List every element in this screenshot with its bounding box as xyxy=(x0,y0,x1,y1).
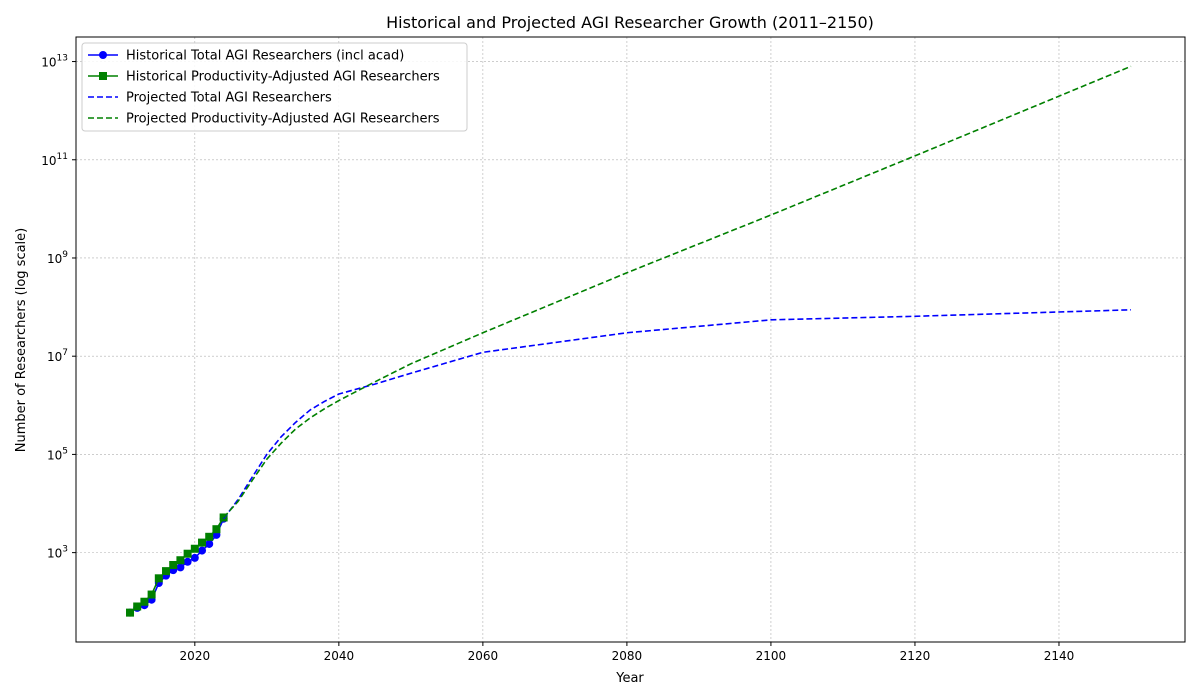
legend-box xyxy=(81,42,468,132)
y-tick-label: 1011 xyxy=(41,152,68,168)
data-point-circle xyxy=(205,539,214,548)
x-tick-label: 2020 xyxy=(180,649,211,663)
chart-title: Historical and Projected AGI Researcher … xyxy=(386,13,874,32)
x-tick-label: 2100 xyxy=(756,649,787,663)
data-point-square xyxy=(169,560,178,569)
x-tick-label: 2140 xyxy=(1044,649,1075,663)
data-point-circle xyxy=(183,557,192,566)
x-tick-label: 2120 xyxy=(900,649,931,663)
x-axis: 2020 2040 2060 2080 2100 2120 2140 xyxy=(180,642,1075,663)
legend-marker-square xyxy=(99,72,107,80)
data-point-square xyxy=(212,525,221,534)
plot-frame xyxy=(75,36,1186,643)
legend-label: Historical Total AGI Researchers (incl a… xyxy=(126,49,404,64)
y-tick-label: 109 xyxy=(47,250,68,266)
data-point-square xyxy=(133,602,142,611)
legend-marker-circle xyxy=(99,51,107,59)
series-line-3 xyxy=(223,65,1132,518)
data-point-square xyxy=(126,608,135,617)
legend: Historical Total AGI Researchers (incl a… xyxy=(81,42,468,132)
x-tick-label: 2060 xyxy=(468,649,499,663)
x-axis-title: Year xyxy=(615,671,644,686)
series-layer xyxy=(126,65,1132,617)
series-line-2 xyxy=(222,309,1132,520)
data-point-circle xyxy=(198,546,207,555)
data-point-square xyxy=(154,574,163,583)
data-point-square xyxy=(190,544,199,553)
y-axis-title: Number of Researchers (log scale) xyxy=(14,228,29,453)
data-point-circle xyxy=(190,553,199,562)
y-axis: 103 105 107 109 1011 1013 xyxy=(41,54,76,561)
data-point-square xyxy=(140,597,149,606)
y-tick-label: 1013 xyxy=(41,54,68,70)
legend-label: Projected Total AGI Researchers xyxy=(126,91,332,106)
data-point-square xyxy=(183,549,192,558)
data-point-circle xyxy=(176,563,185,572)
legend-label: Projected Productivity-Adjusted AGI Rese… xyxy=(126,112,440,127)
data-point-square xyxy=(205,532,214,541)
x-tick-label: 2080 xyxy=(612,649,643,663)
y-tick-label: 105 xyxy=(47,446,68,462)
y-tick-label: 107 xyxy=(47,348,68,364)
data-point-square xyxy=(176,556,185,565)
data-point-square xyxy=(162,567,171,576)
legend-label: Historical Productivity-Adjusted AGI Res… xyxy=(126,70,440,85)
data-point-square xyxy=(198,538,207,547)
data-point-square xyxy=(147,590,156,599)
x-tick-label: 2040 xyxy=(324,649,355,663)
y-tick-label: 103 xyxy=(47,545,68,561)
